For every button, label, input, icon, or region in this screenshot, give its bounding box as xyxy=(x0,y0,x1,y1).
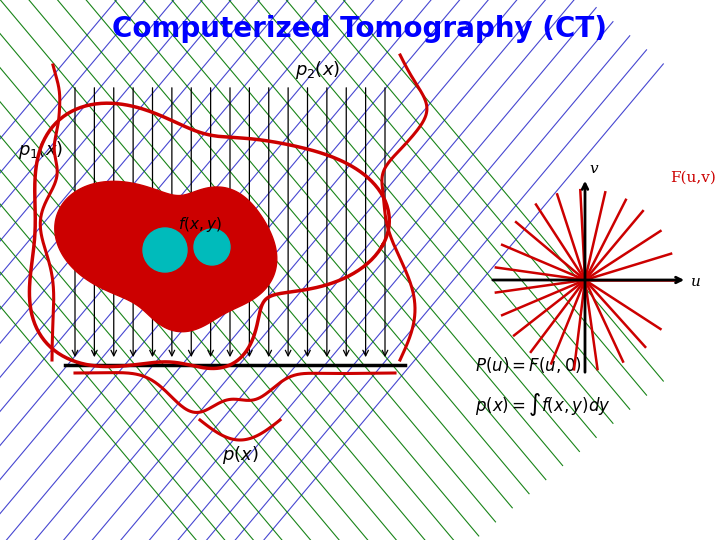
Text: Computerized Tomography (CT): Computerized Tomography (CT) xyxy=(112,15,608,43)
Text: u: u xyxy=(691,275,701,289)
Text: $p(x)$: $p(x)$ xyxy=(222,444,258,466)
Text: $p_1(x)$: $p_1(x)$ xyxy=(18,139,63,161)
Text: $p_2(x)$: $p_2(x)$ xyxy=(295,59,340,81)
Text: $P(u) = F(u,0)$: $P(u) = F(u,0)$ xyxy=(475,355,582,375)
Circle shape xyxy=(194,229,230,265)
Text: v: v xyxy=(589,162,598,176)
Circle shape xyxy=(143,228,187,272)
Text: $f(x,y)$: $f(x,y)$ xyxy=(178,215,222,234)
Text: $p(x) = \int f(x,y)dy$: $p(x) = \int f(x,y)dy$ xyxy=(475,392,611,418)
Polygon shape xyxy=(55,181,276,332)
Text: F(u,v): F(u,v) xyxy=(670,171,716,185)
